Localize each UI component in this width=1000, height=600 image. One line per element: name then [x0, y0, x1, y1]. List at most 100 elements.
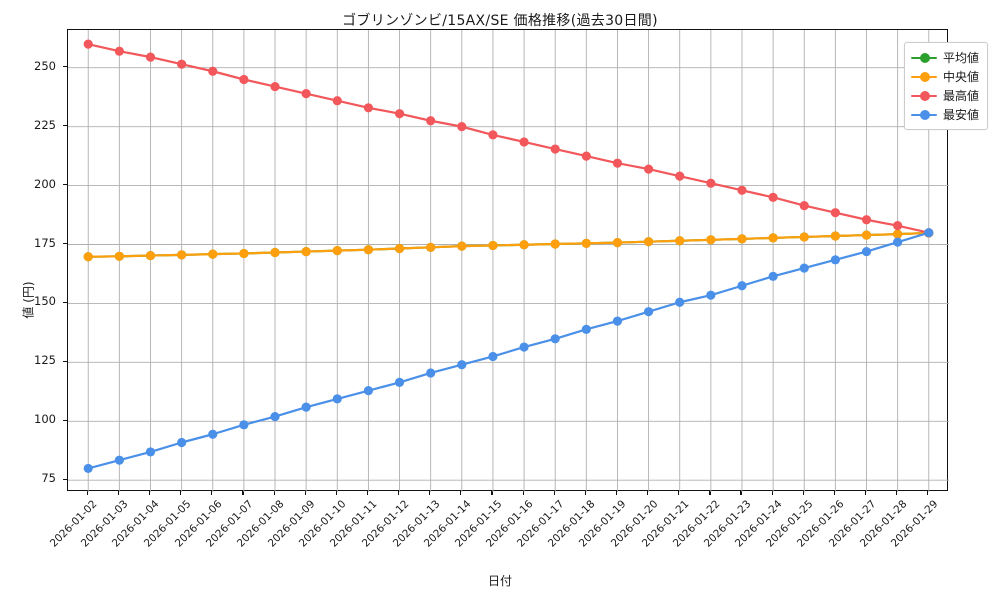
x-tick-mark [833, 491, 836, 495]
data-point [675, 236, 685, 246]
data-point [177, 59, 187, 69]
chart-legend: 平均値中央値最高値最安値 [903, 42, 988, 130]
data-point [706, 290, 716, 300]
x-tick-mark [584, 491, 586, 495]
y-tick-mark [63, 301, 67, 304]
data-point [114, 46, 124, 56]
data-point [830, 231, 840, 241]
data-point [861, 246, 872, 257]
x-tick-mark [522, 491, 524, 495]
data-point [550, 239, 560, 249]
data-point [270, 81, 280, 92]
data-point [363, 245, 374, 255]
y-tick-label: 200 [34, 176, 56, 191]
plot-area [67, 29, 949, 492]
data-point [457, 241, 467, 251]
chart-title: ゴブリンゾンビ/15AX/SE 価格推移(過去30日間) [342, 13, 658, 29]
data-point [83, 39, 93, 49]
data-point [457, 122, 467, 132]
x-tick-mark [273, 491, 275, 495]
y-tick-mark [63, 125, 67, 127]
series-line [87, 231, 930, 258]
x-tick-mark [304, 491, 306, 495]
x-tick-mark [180, 491, 182, 495]
data-point [426, 116, 436, 126]
x-tick-mark [865, 491, 867, 495]
data-point [768, 233, 778, 243]
data-point [799, 263, 809, 273]
x-tick-mark [553, 491, 555, 495]
x-tick-mark [117, 491, 120, 495]
data-point [519, 137, 529, 147]
data-point [270, 247, 280, 258]
data-point [799, 232, 809, 242]
data-point [332, 96, 342, 106]
x-tick-mark [896, 491, 898, 495]
data-point [893, 229, 903, 239]
y-tick-label: 100 [34, 412, 56, 427]
data-point [301, 89, 311, 99]
data-point [239, 420, 249, 430]
y-tick-label: 150 [34, 294, 56, 309]
data-point [145, 447, 156, 457]
x-tick-mark [927, 491, 929, 495]
data-point [643, 164, 654, 174]
data-point [208, 429, 218, 439]
data-point [239, 248, 249, 259]
data-point [208, 249, 218, 259]
y-tick-label: 250 [34, 58, 56, 73]
data-point [830, 208, 840, 218]
data-point [488, 240, 498, 251]
data-point [893, 221, 903, 231]
x-tick-label: 2026-01-02 [48, 498, 100, 550]
y-tick-mark [63, 66, 67, 68]
data-point [612, 158, 623, 168]
legend-item-1[interactable]: 中央値 [910, 67, 979, 86]
legend-label: 中央値 [942, 70, 979, 84]
legend-label: 最安値 [942, 108, 979, 122]
x-tick-mark [678, 491, 680, 495]
x-tick-mark [429, 491, 431, 495]
data-point [643, 237, 654, 247]
data-point [675, 297, 685, 307]
data-point [581, 238, 591, 248]
x-tick-mark [242, 491, 244, 495]
y-tick-label: 125 [34, 353, 56, 368]
x-tick-mark [148, 491, 151, 495]
plot-canvas [68, 30, 949, 492]
data-point [83, 463, 93, 474]
data-point [737, 185, 747, 195]
data-point [706, 235, 716, 245]
x-tick-mark [647, 491, 649, 495]
x-tick-mark [491, 491, 493, 495]
legend-marker-icon [910, 71, 937, 83]
data-point [177, 437, 187, 448]
data-point [83, 252, 93, 262]
data-point [332, 246, 342, 256]
legend-item-0[interactable]: 平均値 [910, 48, 979, 67]
data-point [861, 230, 872, 240]
x-tick-mark [366, 491, 369, 495]
y-tick-mark [63, 184, 67, 186]
data-point [426, 242, 436, 252]
data-point [737, 281, 747, 291]
legend-marker-icon [910, 109, 937, 121]
legend-item-2[interactable]: 最高値 [910, 86, 979, 105]
data-point [426, 368, 436, 378]
data-point [301, 246, 311, 257]
data-point [363, 103, 374, 113]
legend-marker-icon [910, 90, 937, 102]
data-point [550, 334, 560, 344]
data-point [145, 250, 156, 261]
data-point [830, 255, 840, 265]
legend-item-3[interactable]: 最安値 [910, 105, 979, 124]
x-tick-mark [709, 491, 711, 495]
data-point [394, 377, 405, 387]
data-point [581, 324, 591, 334]
series-2 [83, 39, 934, 238]
data-point [177, 250, 187, 260]
series-line [87, 43, 930, 234]
y-tick-label: 225 [34, 117, 56, 132]
data-point [519, 342, 529, 352]
data-point [488, 351, 498, 362]
